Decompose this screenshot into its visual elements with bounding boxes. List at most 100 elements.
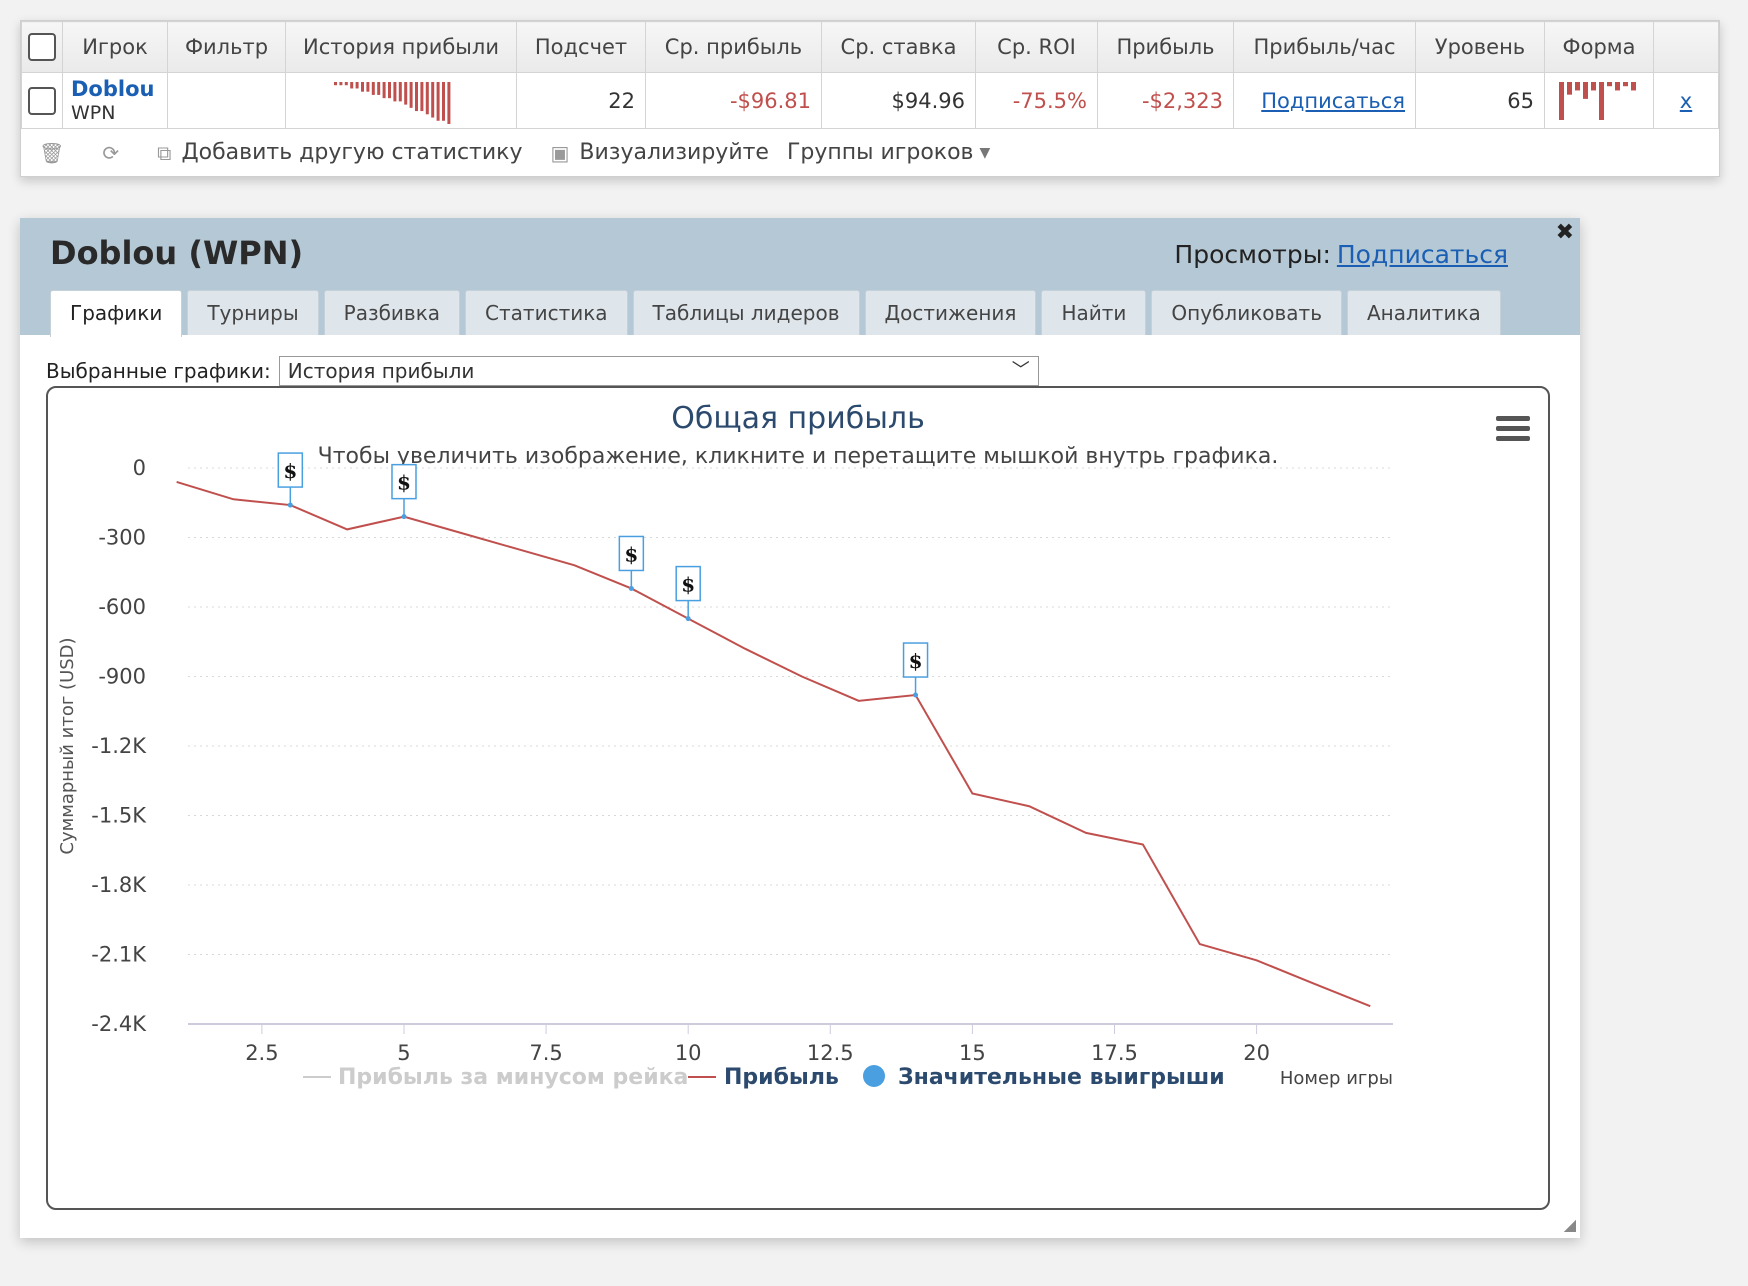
col-header-count[interactable]: Подсчет xyxy=(516,21,646,73)
chart-select[interactable]: История прибыли ﹀ xyxy=(278,356,1039,386)
sparkline-bar xyxy=(339,81,343,85)
chevron-down-icon: ﹀ xyxy=(1011,360,1030,381)
profit-chart[interactable]: Общая прибыль Чтобы увеличить изображение… xyxy=(48,388,1548,1208)
views-label: Просмотры: xyxy=(1174,240,1331,269)
svg-text:$: $ xyxy=(624,542,638,566)
select-all-checkbox[interactable] xyxy=(28,33,56,61)
form-bar xyxy=(1607,81,1612,86)
svg-text:Значительные выигрыши: Значительные выигрыши xyxy=(898,1065,1225,1090)
form-sparkline xyxy=(1559,81,1636,120)
form-bar xyxy=(1559,81,1564,120)
x-tick-label: 20 xyxy=(1243,1041,1270,1065)
row-checkbox[interactable] xyxy=(28,86,56,115)
sparkline-bar xyxy=(377,81,381,95)
col-header-avg-profit[interactable]: Ср. прибыль xyxy=(645,21,822,73)
select-all-cell xyxy=(21,21,63,73)
y-tick-label: -300 xyxy=(98,526,146,550)
delete-button[interactable]: 🗑 xyxy=(39,141,74,165)
tab-tournaments[interactable]: Турниры xyxy=(187,290,319,335)
tab-achievements[interactable]: Достижения xyxy=(864,290,1037,335)
remove-cell: x xyxy=(1653,72,1719,129)
col-header-avg-stake[interactable]: Ср. ставка xyxy=(821,21,976,73)
tab-charts[interactable]: Графики xyxy=(50,290,183,337)
panel-tabs: Графики Турниры Разбивка Статистика Табл… xyxy=(50,290,1506,337)
avg-roi-cell: -75.5% xyxy=(975,72,1098,129)
form-bar xyxy=(1623,81,1628,86)
sparkline-bar xyxy=(409,81,413,108)
svg-text:Прибыль за минусом рейка: Прибыль за минусом рейка xyxy=(338,1065,688,1090)
col-header-player[interactable]: Игрок xyxy=(62,21,168,73)
sparkline-bar xyxy=(420,81,424,111)
big-win-marker[interactable]: $ xyxy=(675,565,701,622)
resize-grip-icon[interactable]: ◢ xyxy=(1563,1215,1576,1234)
add-stat-button[interactable]: ⧉ Добавить другую статистику xyxy=(157,140,522,165)
col-header-profit-per-hour[interactable]: Прибыль/час xyxy=(1233,21,1416,73)
player-panel-header: Doblou (WPN) Просмотры: Подписаться ✖ Гра… xyxy=(20,218,1580,337)
stats-toolbar: 🗑 ⟳ ⧉ Добавить другую статистику ▣ Визуа… xyxy=(21,129,1719,176)
legend-item-big-wins[interactable]: Значительные выигрыши xyxy=(863,1065,1225,1090)
chart-title: Общая прибыль xyxy=(671,401,925,436)
row-select-cell xyxy=(21,72,63,129)
add-stat-label: Добавить другую статистику xyxy=(181,140,523,165)
y-axis-label: Суммарный итог (USD) xyxy=(57,637,78,854)
tab-analytics[interactable]: Аналитика xyxy=(1347,290,1501,335)
tab-statistics[interactable]: Статистика xyxy=(465,290,628,335)
col-header-level[interactable]: Уровень xyxy=(1415,21,1545,73)
add-column-icon: ⧉ xyxy=(157,140,172,165)
remove-row-link[interactable]: x xyxy=(1679,88,1693,113)
svg-text:$: $ xyxy=(909,649,923,673)
col-header-form[interactable]: Форма xyxy=(1544,21,1654,73)
subscribe-link[interactable]: Подписаться xyxy=(1261,88,1405,113)
sparkline-bar xyxy=(398,81,402,101)
views-subscribe-link[interactable]: Подписаться xyxy=(1336,240,1508,269)
player-name-link[interactable]: Doblou xyxy=(71,76,155,101)
stats-panel: Игрок Фильтр История прибыли Подсчет Ср.… xyxy=(20,20,1720,177)
col-header-filter[interactable]: Фильтр xyxy=(167,21,286,73)
big-win-marker[interactable]: $ xyxy=(277,452,304,508)
x-tick-label: 12.5 xyxy=(807,1041,854,1065)
refresh-icon: ⟳ xyxy=(102,140,120,165)
sparkline-bar xyxy=(382,81,386,98)
tab-publish[interactable]: Опубликовать xyxy=(1151,290,1342,335)
player-groups-dropdown[interactable]: Группы игроков ▼ xyxy=(787,140,990,165)
sparkline-bar xyxy=(415,81,418,111)
x-tick-label: 2.5 xyxy=(245,1041,278,1065)
chart-menu-icon[interactable] xyxy=(1496,416,1530,446)
tab-leaderboards[interactable]: Таблицы лидеров xyxy=(632,290,860,335)
sparkline-bar xyxy=(361,81,364,92)
big-win-marker[interactable]: $ xyxy=(618,535,645,591)
sparkline-bar xyxy=(431,81,435,118)
form-bar xyxy=(1599,81,1604,120)
y-tick-label: -1.8K xyxy=(91,873,147,897)
legend-item-net-profit[interactable]: Прибыль за минусом рейка xyxy=(303,1065,688,1090)
count-cell: 22 xyxy=(516,72,646,129)
legend-item-profit[interactable]: Прибыль xyxy=(688,1065,839,1090)
tab-breakdown[interactable]: Разбивка xyxy=(323,290,461,335)
tab-find[interactable]: Найти xyxy=(1041,290,1147,335)
sparkline-bar xyxy=(388,81,391,98)
svg-text:$: $ xyxy=(283,459,297,483)
level-cell: 65 xyxy=(1415,72,1545,129)
y-tick-label: -1.5K xyxy=(91,804,147,828)
profit-series-line xyxy=(176,480,1371,1008)
sparkline-bar xyxy=(371,81,375,95)
profit-cell: -$2,323 xyxy=(1097,72,1234,129)
chart-select-value: История прибыли xyxy=(287,359,475,383)
big-win-marker[interactable]: $ xyxy=(902,642,929,698)
col-header-avg-roi[interactable]: Ср. ROI xyxy=(975,21,1098,73)
refresh-button[interactable]: ⟳ xyxy=(102,141,129,165)
views-row: Просмотры: Подписаться xyxy=(1174,240,1508,269)
col-header-profit[interactable]: Прибыль xyxy=(1097,21,1234,73)
form-bar xyxy=(1631,81,1636,90)
form-bar xyxy=(1567,81,1572,95)
profit-history-cell xyxy=(285,72,517,129)
col-header-profit-history[interactable]: История прибыли xyxy=(285,21,517,73)
chart-subtitle: Чтобы увеличить изображение, кликните и … xyxy=(318,444,1279,469)
sparkline-bar xyxy=(350,81,354,88)
sparkline-bar xyxy=(404,81,408,105)
big-win-marker[interactable]: $ xyxy=(391,463,417,520)
form-bar xyxy=(1583,81,1588,99)
sparkline-bar xyxy=(425,81,429,114)
close-icon[interactable]: ✖ xyxy=(1555,220,1574,245)
visualize-button[interactable]: ▣ Визуализируйте xyxy=(550,140,768,165)
